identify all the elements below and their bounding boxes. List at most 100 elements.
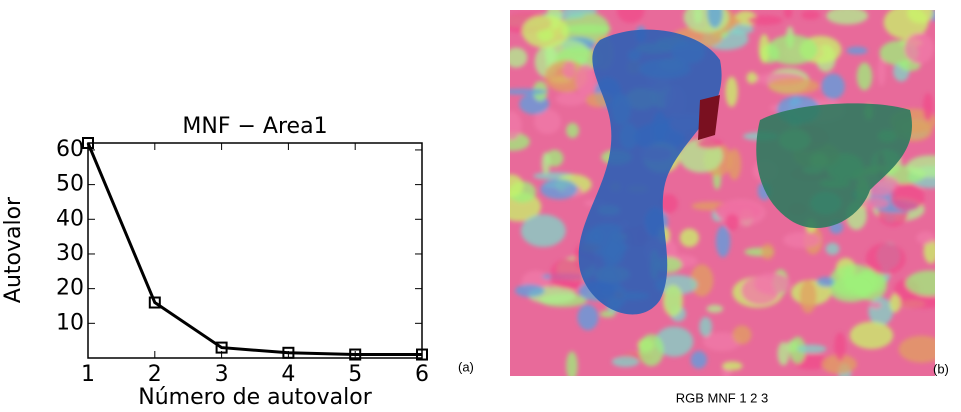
x-tick-label: 4 — [281, 362, 295, 387]
image-texture — [706, 304, 724, 313]
image-texture — [555, 92, 587, 106]
image-texture — [869, 301, 882, 309]
image-texture — [707, 10, 723, 29]
image-texture — [703, 332, 741, 352]
y-tick-label: 20 — [56, 276, 84, 301]
image-texture — [577, 304, 599, 331]
image-texture — [557, 281, 582, 289]
image-texture — [510, 88, 548, 95]
image-texture — [767, 34, 818, 65]
image-texture — [761, 243, 775, 260]
image-texture — [907, 10, 934, 24]
image-texture — [725, 214, 740, 231]
image-texture — [916, 231, 935, 245]
data-point — [349, 348, 362, 361]
panel-label: (b) — [933, 361, 949, 376]
y-tick-label: 30 — [56, 241, 84, 266]
image-texture — [789, 336, 806, 364]
image-texture — [906, 155, 935, 178]
image-texture — [514, 284, 545, 298]
image-texture — [753, 272, 791, 295]
image-texture — [679, 228, 700, 248]
image-texture — [699, 316, 713, 337]
image-texture — [889, 293, 901, 313]
data-point — [282, 346, 295, 359]
image-texture — [616, 10, 645, 24]
image-texture — [732, 325, 752, 345]
y-tick-label: 10 — [56, 310, 84, 335]
image-texture — [922, 92, 934, 121]
data-line — [86, 142, 422, 357]
image-texture — [510, 47, 528, 68]
image-texture — [829, 264, 879, 298]
panel-label: (a) — [458, 359, 474, 374]
y-axis-label: Autovalor — [1, 196, 26, 303]
y-tick-label: 40 — [56, 206, 84, 231]
image-texture — [638, 334, 664, 367]
satellite-image — [510, 10, 935, 376]
image-texture — [758, 34, 770, 64]
y-tick-label: 60 — [56, 137, 84, 162]
image-texture — [696, 138, 724, 149]
image-texture — [534, 109, 562, 135]
data-point — [82, 137, 94, 149]
image-texture — [746, 71, 758, 84]
image-texture — [725, 76, 738, 108]
image-texture — [562, 60, 576, 79]
image-texture — [510, 110, 522, 141]
image-texture — [826, 10, 869, 25]
image-texture — [662, 284, 683, 317]
image-texture — [777, 341, 790, 366]
image-texture — [540, 179, 578, 200]
image-texture — [520, 214, 566, 248]
image-texture — [690, 264, 714, 297]
plot-frame — [87, 142, 423, 359]
image-texture — [783, 231, 821, 249]
image-texture — [801, 10, 820, 20]
image-texture — [904, 32, 934, 64]
image-texture — [522, 14, 569, 49]
image-texture — [747, 15, 783, 26]
x-axis-label: Número de autovalor — [138, 385, 372, 410]
image-texture — [722, 361, 743, 371]
image-texture — [825, 242, 840, 256]
image-texture — [849, 321, 894, 350]
image-texture — [693, 10, 703, 25]
image-texture — [658, 193, 679, 214]
image-texture — [923, 238, 935, 264]
image-texture — [575, 63, 596, 97]
image-texture — [834, 332, 846, 361]
image-texture — [564, 24, 612, 34]
x-tick-label: 5 — [348, 362, 362, 387]
image-texture — [510, 174, 524, 197]
image-texture — [768, 77, 820, 95]
image-texture — [566, 351, 578, 376]
image-texture — [868, 297, 894, 326]
image-texture — [816, 276, 835, 287]
image-texture — [690, 350, 707, 369]
x-tick-label: 2 — [148, 362, 162, 387]
image-texture — [877, 56, 886, 86]
image-texture — [890, 183, 925, 212]
image-texture — [654, 326, 694, 357]
chart-title: MNF − Area1 — [182, 114, 327, 139]
image-texture — [821, 73, 845, 100]
image-texture — [898, 335, 935, 363]
x-tick-label: 1 — [81, 362, 95, 387]
image-texture — [611, 356, 640, 368]
image-texture — [566, 122, 579, 139]
image-caption: RGB MNF 1 2 3 — [676, 390, 768, 405]
image-texture — [821, 354, 857, 375]
data-point — [416, 348, 428, 361]
image-texture — [865, 242, 906, 275]
image-texture — [858, 197, 890, 209]
x-tick-label: 6 — [415, 362, 429, 387]
image-texture — [715, 225, 731, 258]
image-texture — [905, 270, 935, 296]
image-texture — [541, 152, 551, 175]
image-texture — [856, 62, 873, 91]
image-texture — [716, 199, 766, 226]
y-tick-label: 50 — [56, 172, 84, 197]
data-point — [148, 296, 161, 309]
